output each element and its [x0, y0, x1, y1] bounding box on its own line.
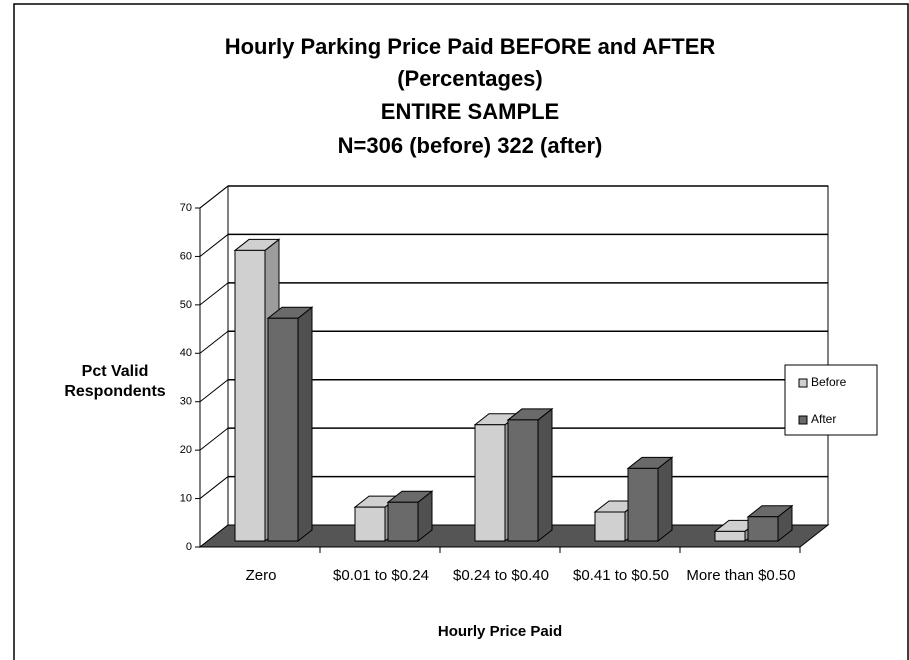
- bar-side: [537, 407, 553, 543]
- y-tick-label: 40: [180, 347, 192, 359]
- x-tick-label: Zero: [245, 567, 277, 584]
- legend-swatch: [798, 378, 808, 388]
- x-axis-label: Hourly Price Paid: [438, 623, 562, 640]
- bar-front: [627, 467, 659, 542]
- side-wall: [199, 184, 229, 549]
- x-tick-label: $0.01 to $0.24: [333, 567, 429, 584]
- bar-front: [594, 511, 626, 542]
- chart-title: Hourly Parking Price Paid BEFORE and AFT…: [225, 34, 716, 59]
- bar-side: [657, 456, 673, 543]
- y-tick-label: 0: [186, 541, 192, 553]
- bar: [266, 306, 314, 543]
- bar-front: [354, 506, 386, 542]
- bar-front: [234, 249, 266, 542]
- y-tick-label: 70: [180, 202, 192, 214]
- grid-line: [199, 282, 229, 306]
- bar-front: [474, 424, 506, 542]
- bar: [746, 504, 794, 543]
- chart-subtitle: (Percentages): [397, 66, 543, 91]
- bar: [506, 407, 554, 543]
- y-tick-label: 30: [180, 396, 192, 408]
- x-tick-label: $0.41 to $0.50: [573, 567, 669, 584]
- grid-line: [199, 330, 229, 354]
- grid-line: [199, 234, 229, 257]
- bar: [626, 456, 674, 543]
- bar: [386, 490, 434, 543]
- chart-subtitle: ENTIRE SAMPLE: [381, 99, 559, 124]
- legend-swatch: [798, 415, 808, 425]
- chart-subtitle: N=306 (before) 322 (after): [338, 133, 603, 158]
- y-tick-label: 20: [180, 444, 192, 456]
- y-axis-label: Pct Valid Respondents: [64, 363, 166, 400]
- legend-label: Before: [811, 375, 847, 389]
- grid-line: [199, 427, 229, 451]
- bar-front: [747, 516, 779, 542]
- x-tick-label: $0.24 to $0.40: [453, 567, 549, 584]
- y-tick-label: 60: [180, 250, 192, 262]
- frame: [13, 3, 909, 660]
- y-tick-label: 10: [180, 492, 192, 504]
- y-tick-label: 50: [180, 299, 192, 311]
- x-tick-label: More than $0.50: [686, 567, 796, 584]
- grid-line: [199, 379, 229, 403]
- bar-side: [297, 306, 313, 543]
- grid-line: [199, 476, 229, 499]
- legend-label: After: [811, 412, 836, 426]
- bar-front: [387, 501, 419, 542]
- grid-line: [199, 185, 229, 209]
- bar-front: [507, 419, 539, 542]
- bar-front: [714, 530, 746, 542]
- bar-front: [267, 317, 299, 542]
